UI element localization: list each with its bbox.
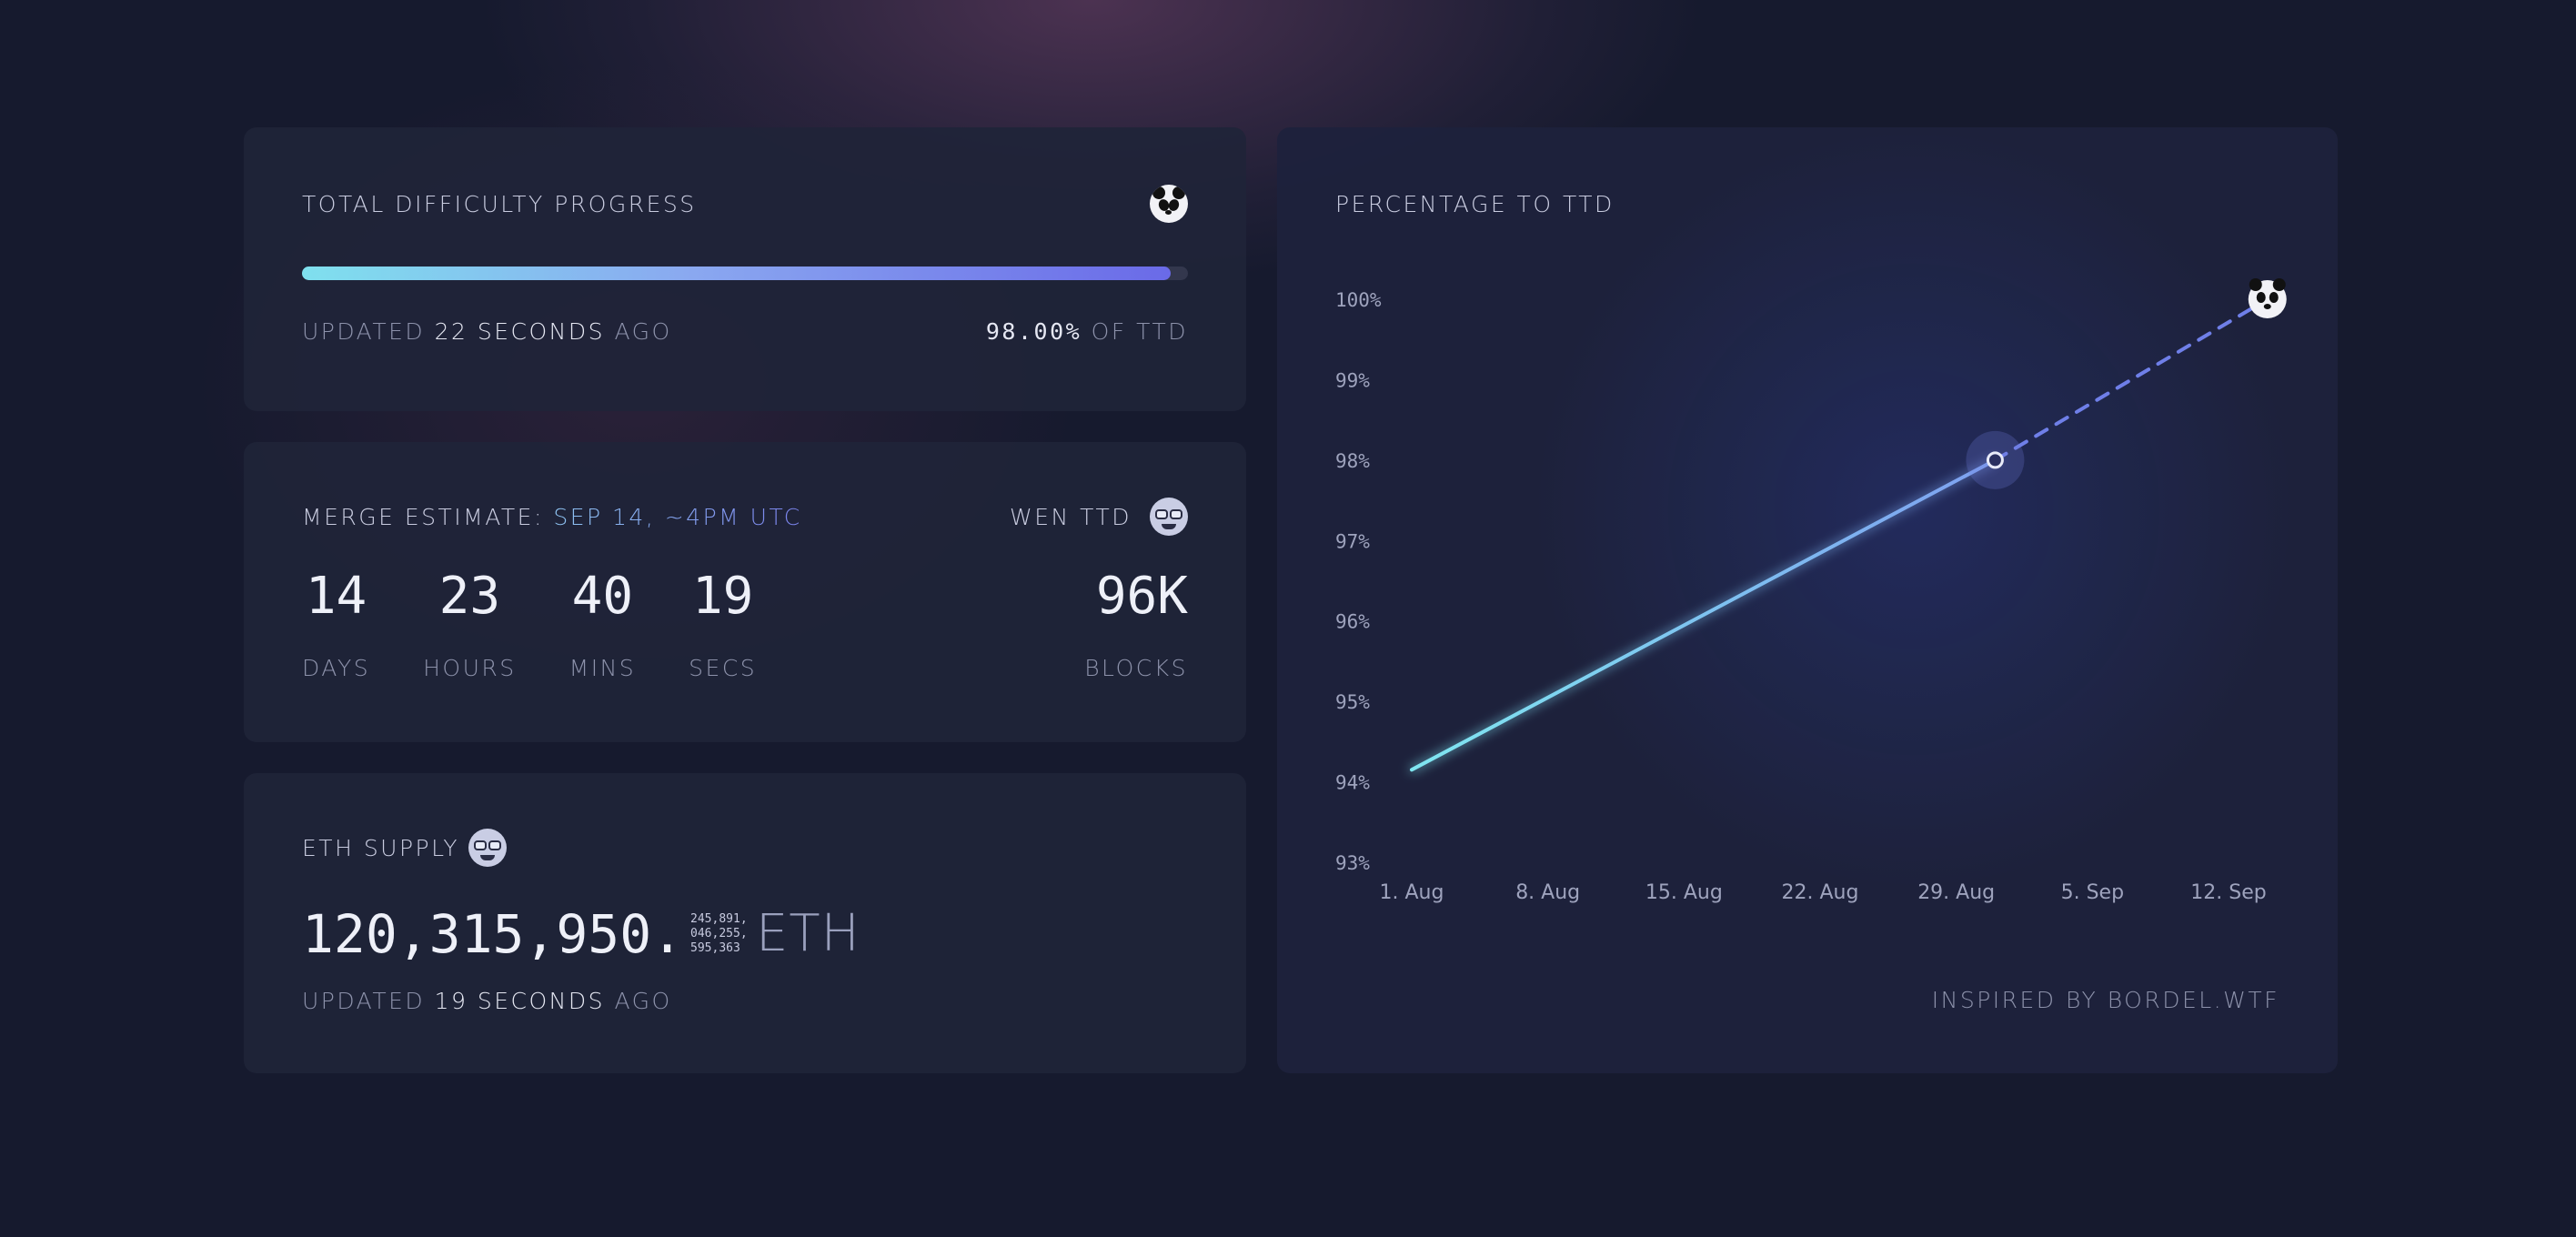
series-line-projected <box>1993 297 2269 462</box>
y-tick-label: 96% <box>1335 611 1370 633</box>
nerd-face-icon <box>468 829 507 867</box>
x-tick-label: 12. Sep <box>2190 881 2266 904</box>
progress-bar <box>302 267 1188 280</box>
mins-label: MINS <box>569 655 637 681</box>
progress-updated: UPDATED 22 SECONDS AGO <box>302 318 672 345</box>
difficulty-progress-card: TOTAL DIFFICULTY PROGRESS UPDATED 22 SEC… <box>244 127 1246 411</box>
updated-suffix: AGO <box>614 318 672 345</box>
merge-title: MERGE ESTIMATE: SEP 14, ~4PM UTC <box>302 504 802 530</box>
x-tick-label: 15. Aug <box>1645 881 1723 904</box>
x-tick-label: 1. Aug <box>1380 881 1444 904</box>
supply-fraction-line: 245,891, <box>690 911 748 926</box>
percentage-to-ttd-card: PERCENTAGE TO TTD 100% 99% 98% 97% 96% 95% 94%… <box>1277 127 2338 1073</box>
days-label: DAYS <box>302 655 371 681</box>
countdown-secs: 19 SECS <box>689 567 758 682</box>
percent-suffix: OF TTD <box>1091 318 1188 345</box>
y-tick-label: 98% <box>1335 450 1370 472</box>
panda-icon <box>2248 278 2287 318</box>
secs-value: 19 <box>691 567 754 626</box>
chart-title: PERCENTAGE TO TTD <box>1335 191 1615 217</box>
hours-value: 23 <box>438 567 501 626</box>
y-tick-label: 93% <box>1335 852 1370 874</box>
progress-bar-fill <box>302 267 1171 280</box>
progress-footer: UPDATED 22 SECONDS AGO 98.00% OF TTD <box>302 318 1188 345</box>
x-tick-label: 8. Aug <box>1515 881 1580 904</box>
current-point-marker <box>1986 451 2004 469</box>
x-tick-label: 29. Aug <box>1917 881 1995 904</box>
supply-integer: 120,315,950. <box>302 902 684 965</box>
updated-value: 19 SECONDS <box>434 988 606 1014</box>
supply-title: ETH SUPPLY <box>302 835 460 861</box>
supply-fraction: 245,891, 046,255, 595,363 <box>690 911 748 956</box>
countdown-mins: 40 MINS <box>569 567 637 682</box>
mins-value: 40 <box>571 567 634 626</box>
updated-prefix: UPDATED <box>302 988 426 1014</box>
series-line-actual <box>1410 458 1997 772</box>
merge-title-prefix: MERGE ESTIMATE: <box>302 504 544 530</box>
countdown: 14 DAYS 23 HOURS 40 MINS 19 SECS <box>302 567 810 682</box>
blocks-label: BLOCKS <box>1084 655 1188 681</box>
blocks-remaining: 96K BLOCKS <box>1084 567 1188 682</box>
days-value: 14 <box>305 567 367 626</box>
merge-estimate-date: SEP 14, ~4PM UTC <box>553 504 802 530</box>
supply-fraction-line: 595,363 <box>690 940 740 955</box>
x-tick-label: 5. Sep <box>2061 881 2124 904</box>
y-tick-label: 97% <box>1335 530 1370 552</box>
y-tick-label: 99% <box>1335 369 1370 391</box>
y-tick-label: 95% <box>1335 691 1370 713</box>
supply-amount: 120,315,950. 245,891, 046,255, 595,363 E… <box>302 904 860 963</box>
panda-icon <box>1150 185 1188 223</box>
credit-link[interactable]: INSPIRED BY BORDEL.WTF <box>1931 987 2279 1013</box>
supply-updated: UPDATED 19 SECONDS AGO <box>302 988 672 1014</box>
progress-percent: 98.00% OF TTD <box>986 318 1188 345</box>
y-tick-label: 94% <box>1335 772 1370 794</box>
updated-value: 22 SECONDS <box>434 318 606 345</box>
blocks-value: 96K <box>1095 567 1188 626</box>
y-tick-label: 100% <box>1335 289 1382 311</box>
supply-unit: ETH <box>756 904 860 963</box>
percentage-chart: 100% 99% 98% 97% 96% 95% 94% 93% 1. Aug 8. Aug 15.… <box>1335 278 2287 904</box>
percent-value: 98.00% <box>985 318 1082 345</box>
countdown-hours: 23 HOURS <box>423 567 517 682</box>
merge-estimate-card: MERGE ESTIMATE: SEP 14, ~4PM UTC WEN TTD… <box>244 442 1246 742</box>
nerd-face-icon <box>1150 498 1188 536</box>
wen-ttd-label: WEN TTD <box>1009 504 1132 530</box>
hours-label: HOURS <box>423 655 517 681</box>
eth-supply-card: ETH SUPPLY 120,315,950. 245,891, 046,255… <box>244 773 1246 1073</box>
x-tick-label: 22. Aug <box>1782 881 1859 904</box>
secs-label: SECS <box>689 655 758 681</box>
progress-title: TOTAL DIFFICULTY PROGRESS <box>302 191 697 217</box>
updated-suffix: AGO <box>614 988 672 1014</box>
countdown-days: 14 DAYS <box>302 567 371 682</box>
supply-fraction-line: 046,255, <box>690 926 748 940</box>
updated-prefix: UPDATED <box>302 318 426 345</box>
